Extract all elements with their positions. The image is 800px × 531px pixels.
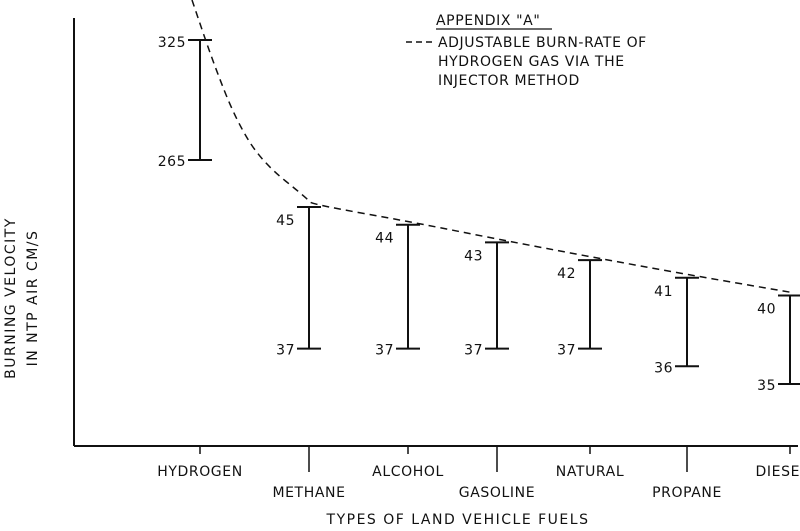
category-labels-layer: HYDROGEN METHANE ALCOHOL GASOLINE NATURAL PRO… (157, 446, 800, 501)
annotation-line-3: INJECTOR METHOD (438, 73, 580, 89)
value-label-low-natural: 37 (557, 343, 576, 359)
x-axis-title: TYPES OF LAND VEHICLE FUELS (326, 512, 590, 528)
burn-rate-curve (191, 0, 793, 294)
category-label-hydrogen: HYDROGEN (157, 464, 243, 480)
appendix-title: APPENDIX "A" (436, 13, 540, 29)
range-bars-layer: 325 265 45 37 44 37 43 37 42 37 41 36 40 35 (158, 35, 800, 394)
value-label-low-propane: 36 (654, 360, 673, 376)
category-label-natural: NATURAL (556, 464, 625, 480)
value-label-high-propane: 41 (654, 284, 673, 300)
y-axis-title-line-1: BURNING VELOCITY (3, 217, 19, 379)
category-label-gasoline: GASOLINE (459, 485, 535, 501)
value-label-high-alcohol: 44 (375, 231, 394, 247)
value-label-high-diesel: 40 (757, 302, 776, 318)
annotation-line-1: ADJUSTABLE BURN-RATE OF (438, 35, 647, 51)
category-label-methane: METHANE (272, 485, 345, 501)
axes (73, 18, 798, 447)
value-label-low-gasoline: 37 (464, 343, 483, 359)
value-label-low-alcohol: 37 (375, 343, 394, 359)
value-label-low-diesel: 35 (757, 378, 776, 394)
y-axis-title-line-2: IN NTP AIR CM/S (25, 230, 41, 367)
value-label-high-hydrogen: 325 (158, 35, 186, 51)
value-label-high-gasoline: 43 (464, 248, 483, 264)
annotation-line-2: HYDROGEN GAS VIA THE (438, 54, 625, 70)
category-label-alcohol: ALCOHOL (372, 464, 444, 480)
value-label-high-methane: 45 (276, 213, 295, 229)
value-label-low-hydrogen: 265 (158, 154, 186, 170)
category-label-propane: PROPANE (652, 485, 722, 501)
value-label-high-natural: 42 (557, 266, 576, 282)
burn-rate-curve-layer (191, 0, 793, 294)
value-label-low-methane: 37 (276, 343, 295, 359)
category-label-diesel: DIESEL (756, 464, 800, 480)
